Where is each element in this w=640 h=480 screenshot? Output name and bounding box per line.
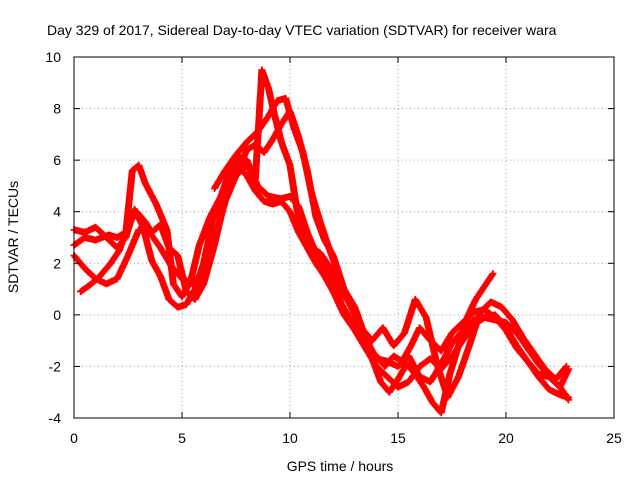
- y-tick-label: 8: [53, 101, 61, 117]
- y-tick-label: 2: [53, 255, 61, 271]
- series-markers: [77, 66, 570, 401]
- y-tick-label: 0: [53, 307, 61, 323]
- data-marks: [70, 66, 573, 417]
- series-markers: [210, 94, 497, 417]
- series-track-b: [70, 161, 573, 401]
- x-tick-label: 10: [282, 430, 298, 446]
- x-tick-label: 25: [606, 430, 622, 446]
- series-track-e: [210, 94, 497, 417]
- x-tick-label: 5: [178, 430, 186, 446]
- y-axis-label: SDTVAR / TECUs: [5, 181, 21, 293]
- plot-frame: [73, 56, 615, 419]
- x-tick-label: 20: [498, 430, 514, 446]
- y-tick-label: -2: [49, 358, 62, 374]
- series-markers: [70, 161, 573, 401]
- y-tick-label: 10: [45, 49, 61, 65]
- x-tick-label: 0: [70, 430, 78, 446]
- axis-ticks: 0 5 10 15 20 25 -4 -2 0 2 4 6 8 10: [45, 49, 622, 446]
- y-tick-label: 4: [53, 204, 61, 220]
- x-tick-label: 15: [390, 430, 406, 446]
- chart-title: Day 329 of 2017, Sidereal Day-to-day VTE…: [47, 22, 557, 38]
- y-tick-label: 6: [53, 152, 61, 168]
- x-axis-label: GPS time / hours: [287, 458, 394, 474]
- series-track-d: [77, 66, 570, 401]
- y-tick-label: -4: [49, 410, 62, 426]
